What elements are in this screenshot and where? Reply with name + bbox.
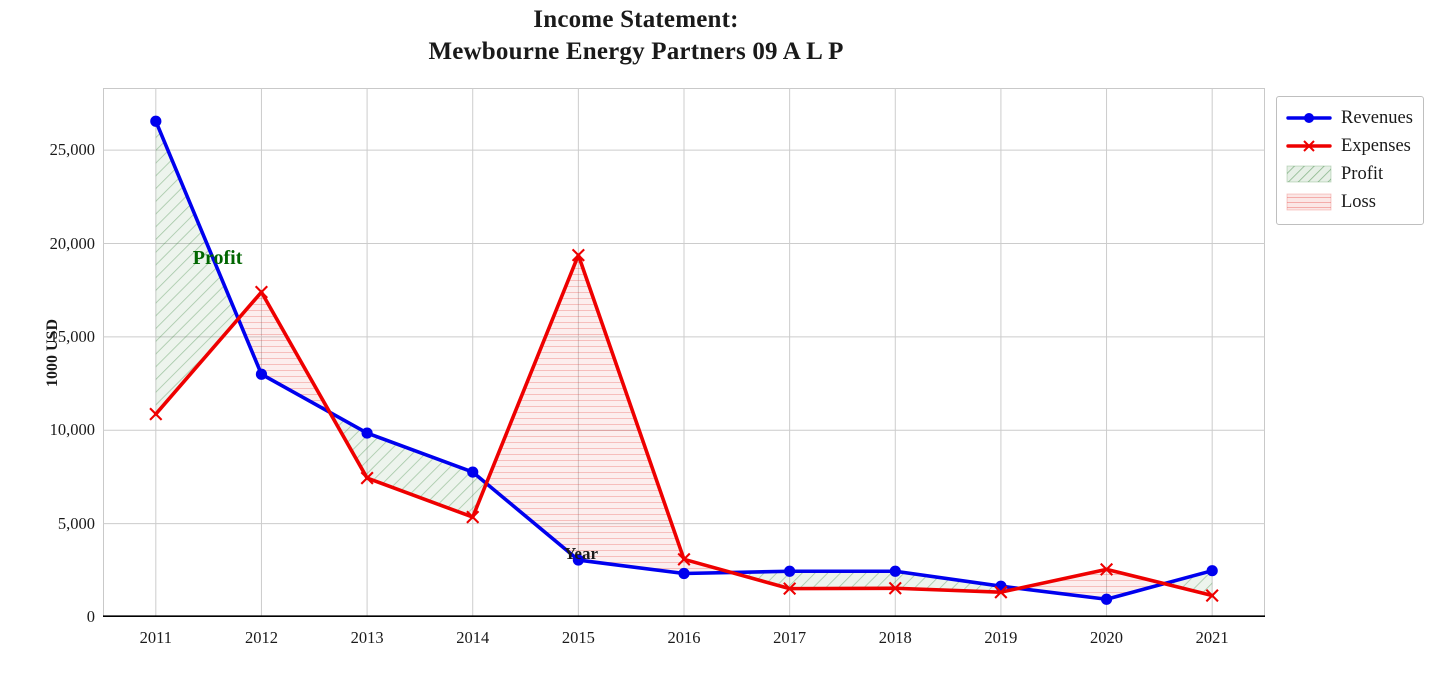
y-tick-label: 15,000	[49, 326, 95, 346]
marker-revenues	[889, 565, 901, 577]
marker-expenses	[149, 407, 163, 421]
legend-swatch-line-circle-blue	[1286, 108, 1332, 128]
x-tick-label: 2018	[878, 628, 912, 647]
chart-title-line-1: Income Statement:	[533, 6, 739, 33]
y-axis-label: 1000 USD	[44, 318, 62, 387]
legend-swatch-line-x-red	[1286, 136, 1332, 156]
x-tick-label: 2013	[350, 628, 384, 647]
marker-revenues	[678, 567, 690, 580]
plot-canvas	[103, 88, 1265, 617]
chart-legend: Revenues Expenses Profit Loss	[1276, 96, 1424, 225]
marker-revenues	[1100, 593, 1113, 605]
profit-region	[1164, 570, 1213, 596]
marker-expenses	[677, 552, 691, 566]
x-axis-tick-labels: 2011 2012 2013 2014 2015 2016 2017 2018 2019 2020…	[103, 617, 1265, 647]
legend-label: Revenues	[1341, 107, 1413, 128]
y-tick-label: 20,000	[49, 233, 95, 253]
series-markers	[149, 115, 1219, 605]
marker-revenues	[995, 580, 1007, 592]
y-axis-tick-labels: 0 5,000 10,000 15,000 20,000 25,000	[7, 88, 95, 626]
y-tick-label: 25,000	[49, 140, 95, 160]
legend-label: Profit	[1341, 163, 1384, 184]
marker-expenses	[888, 581, 902, 595]
loss-region	[486, 255, 732, 574]
loss-region	[238, 292, 330, 413]
legend-patch	[1286, 193, 1332, 211]
y-tick-label: 5,000	[57, 513, 95, 533]
marker-revenues	[150, 115, 162, 127]
plot-wrapper: 0 5,000 10,000 15,000 20,000 25,000 1000 USD …	[44, 88, 1265, 647]
x-tick-label: 2020	[1090, 628, 1124, 647]
x-tick-label: 2012	[244, 628, 278, 647]
legend-swatch-patch-hatch-red	[1286, 192, 1332, 212]
gridlines	[103, 88, 1265, 617]
marker-revenues	[572, 554, 584, 566]
legend-item-expenses[interactable]: Expenses	[1286, 132, 1413, 160]
marker-expenses	[571, 248, 585, 262]
legend-label: Loss	[1341, 191, 1376, 212]
marker-expenses	[1205, 588, 1219, 603]
profit-region	[329, 412, 487, 518]
marker-expenses	[254, 285, 268, 299]
x-tick-label: 2016	[667, 628, 701, 647]
x-tick-label: 2017	[773, 628, 807, 647]
legend-item-loss[interactable]: Loss	[1286, 188, 1413, 216]
y-tick-label: 0	[86, 607, 95, 626]
marker-expenses	[360, 471, 374, 485]
x-tick-label: 2015	[561, 628, 595, 647]
x-tick-label: 2014	[456, 628, 490, 647]
marker-revenues	[361, 427, 373, 439]
legend-circle-marker	[1304, 113, 1314, 123]
marker-revenues	[1206, 565, 1218, 577]
marker-expenses	[1100, 562, 1114, 576]
annotation-profit: Profit	[192, 247, 243, 270]
marker-expenses	[466, 510, 480, 524]
legend-item-profit[interactable]: Profit	[1286, 160, 1413, 188]
x-tick-label: 2019	[984, 628, 1018, 647]
marker-expenses	[783, 582, 797, 596]
chart-title-line-2: Mewbourne Energy Partners 09 A L P	[428, 38, 844, 65]
legend-item-revenues[interactable]: Revenues	[1286, 104, 1413, 132]
legend-label: Expenses	[1341, 135, 1411, 156]
y-tick-label: 10,000	[49, 420, 95, 440]
legend-patch	[1286, 165, 1332, 183]
marker-revenues	[784, 565, 796, 577]
x-tick-label: 2021	[1195, 628, 1229, 647]
marker-revenues	[467, 466, 479, 478]
legend-swatch-patch-hatch-green	[1286, 164, 1332, 184]
legend-x-marker	[1303, 140, 1315, 152]
marker-expenses	[994, 585, 1008, 599]
chart-title: Income Statement: Mewbourne Energy Partn…	[0, 4, 1272, 68]
x-axis-label: Year	[564, 544, 598, 563]
x-tick-label: 2011	[139, 628, 173, 647]
marker-revenues	[255, 368, 268, 380]
